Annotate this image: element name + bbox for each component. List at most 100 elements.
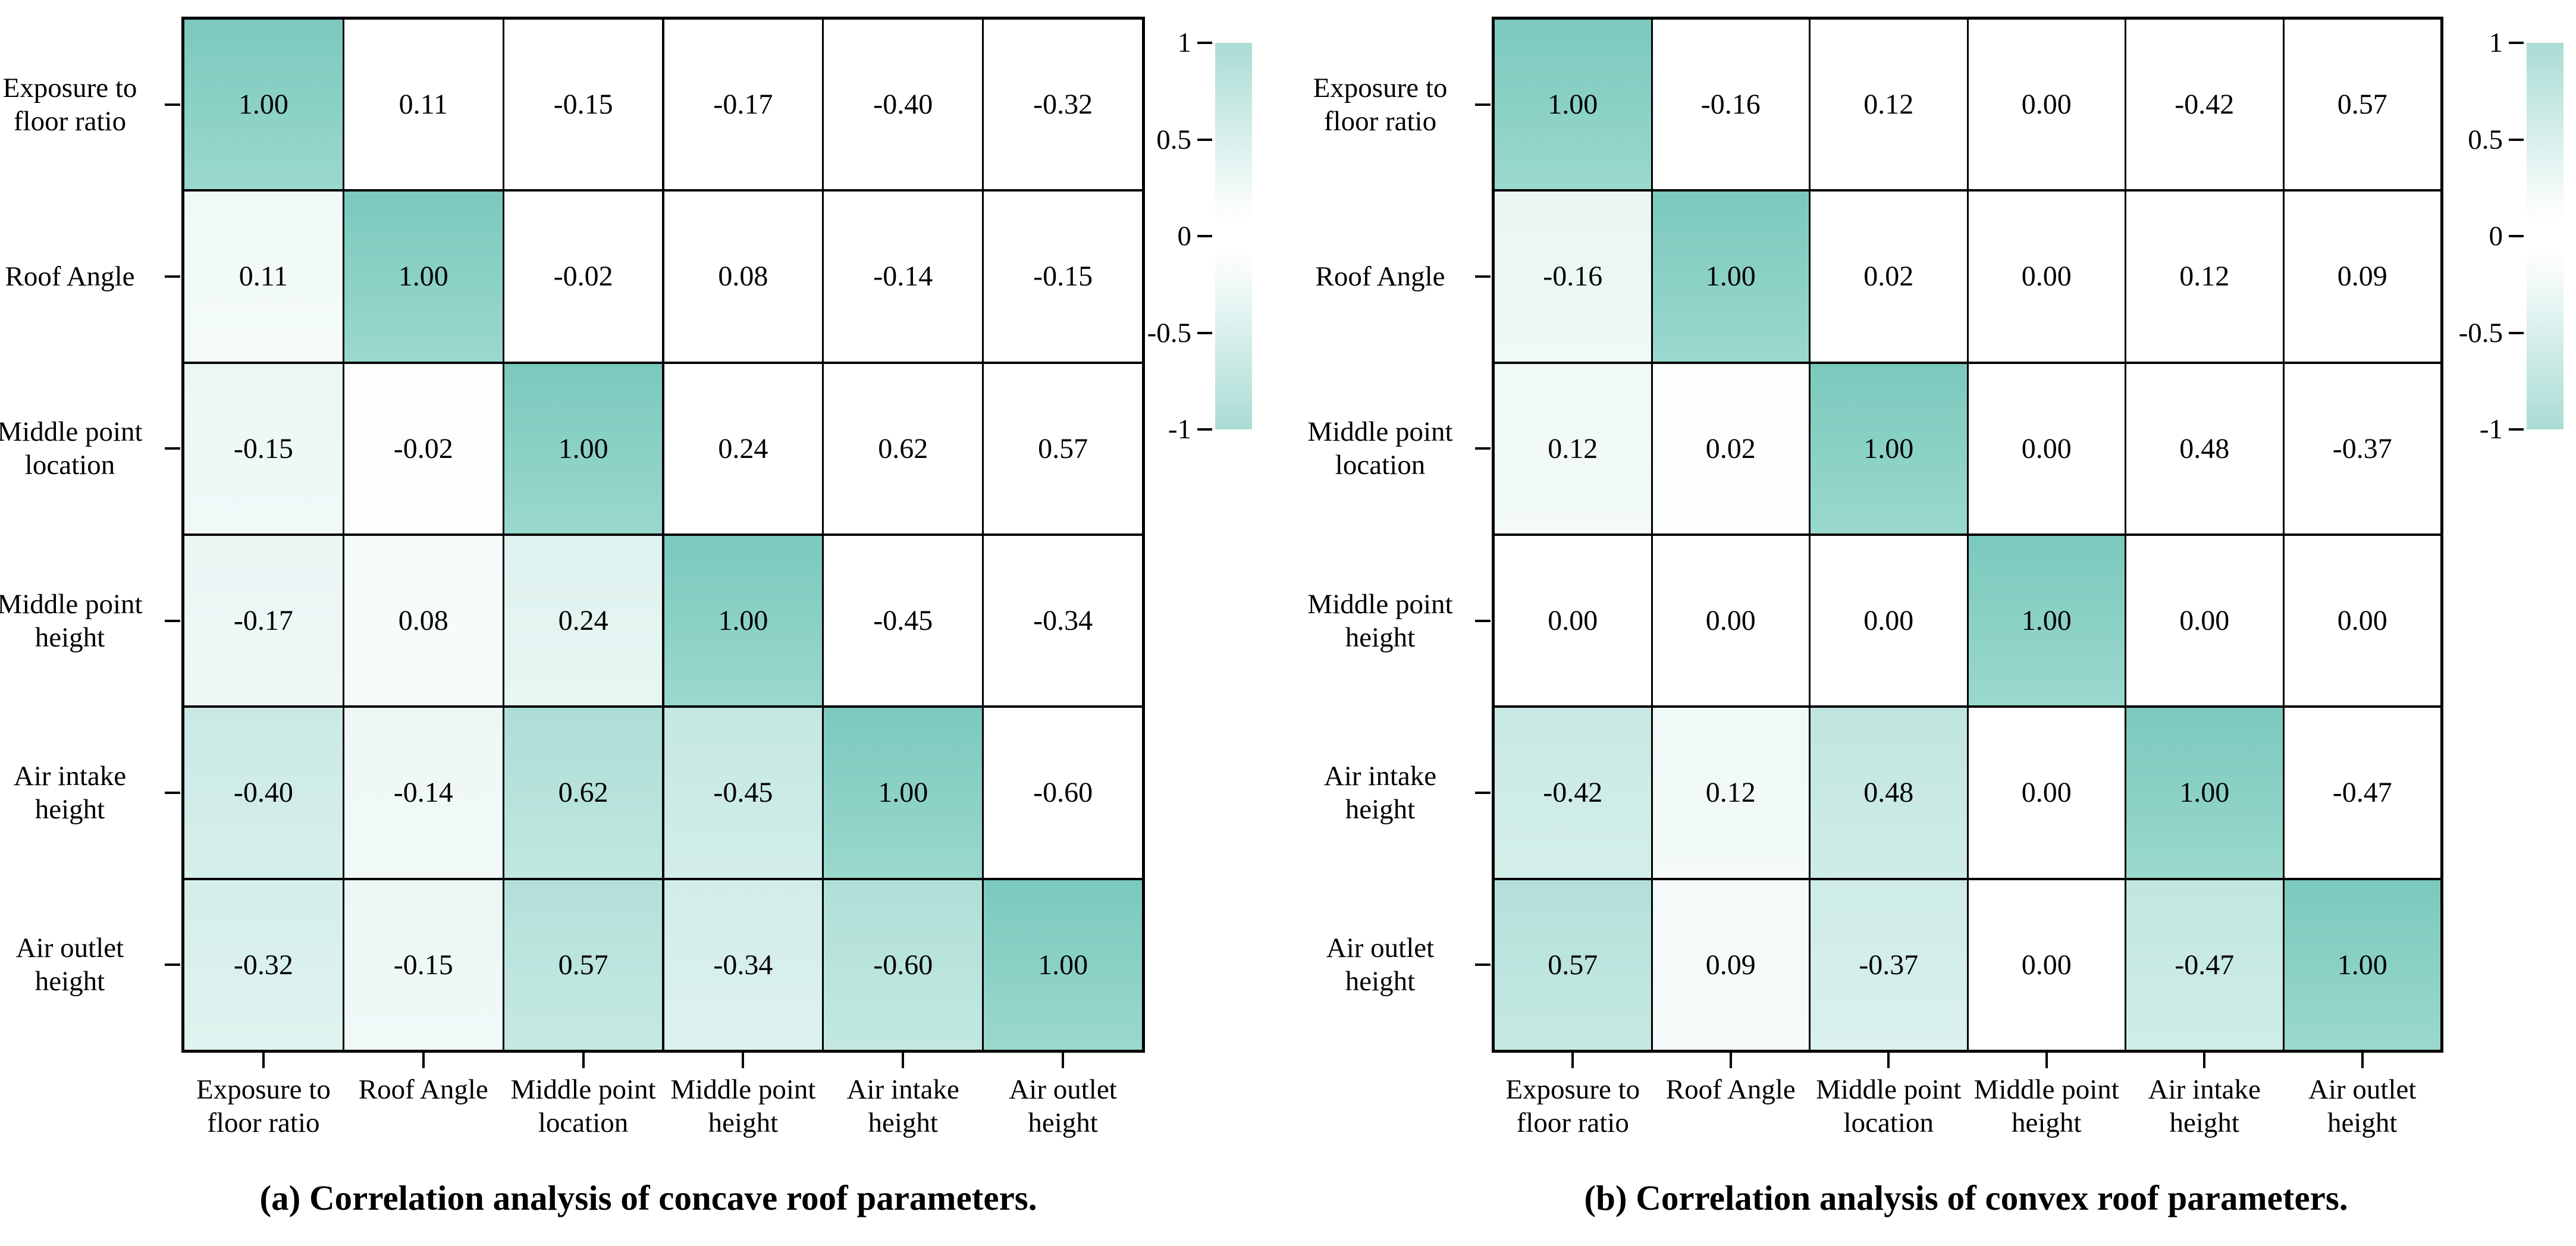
heatmap-cell: -0.32 — [184, 880, 343, 1050]
colorbar-tick — [2509, 331, 2524, 334]
x-axis-tick — [1729, 1053, 1732, 1068]
heatmap-cell: -0.34 — [984, 536, 1142, 706]
heatmap-cell: 0.57 — [984, 363, 1142, 533]
y-axis-tick — [165, 103, 180, 106]
heatmap-cell: -0.15 — [984, 192, 1142, 362]
y-axis-label-text: Air outlet height — [15, 933, 124, 997]
y-axis-label-text: Roof Angle — [1315, 261, 1445, 292]
heatmap-cell: 1.00 — [824, 708, 983, 878]
heatmap-cell: -0.47 — [2126, 880, 2283, 1050]
heatmap-cell: -0.45 — [824, 536, 983, 706]
y-axis-tick — [165, 275, 180, 278]
heatmap-cell: 1.00 — [2284, 880, 2440, 1050]
heatmap-cell: 1.00 — [984, 880, 1142, 1050]
heatmap-cell: 0.57 — [2284, 20, 2440, 190]
y-axis-label: Exposure to floor ratio — [0, 20, 161, 189]
colorbar-tick-label: 0 — [1177, 221, 1192, 252]
colorbar-tick-label: -0.5 — [2458, 317, 2503, 349]
colorbar-tick-label: 1 — [1177, 27, 1192, 58]
heatmap-cell: 1.00 — [664, 536, 823, 706]
x-axis-tick — [1887, 1053, 1890, 1068]
x-axis-label: Middle point location — [1816, 1074, 1962, 1138]
heatmap-cell: 0.12 — [1495, 363, 1651, 533]
colorbar-tick-label: -1 — [1168, 414, 1191, 445]
x-axis-label: Air outlet height — [2308, 1074, 2417, 1138]
heatmap-cell: 1.00 — [2126, 708, 2283, 878]
x-axis-label: Air intake height — [846, 1074, 959, 1138]
y-axis-label: Middle point location — [1289, 364, 1471, 533]
x-axis-tick — [2045, 1053, 2048, 1068]
x-axis-label: Roof Angle — [1665, 1074, 1796, 1105]
heatmap-cell: -0.60 — [984, 708, 1142, 878]
heatmap-cell: -0.37 — [1811, 880, 1967, 1050]
heatmap-cell: 0.62 — [504, 708, 663, 878]
heatmap-cell: -0.14 — [824, 192, 983, 362]
y-axis-label: Middle point height — [1289, 536, 1471, 705]
x-axis-tick — [742, 1053, 745, 1068]
colorbar — [2527, 43, 2564, 429]
heatmap-cell: 0.48 — [1811, 708, 1967, 878]
x-axis-label: Roof Angle — [358, 1074, 488, 1105]
heatmap-cell: 1.00 — [1968, 536, 2125, 706]
heatmap-cell: -0.40 — [824, 20, 983, 190]
x-axis-label: Air outlet height — [1009, 1074, 1117, 1138]
x-axis-label: Middle point height — [670, 1074, 816, 1138]
y-axis-label-text: Exposure to floor ratio — [2, 72, 137, 137]
heatmap-cell: -0.47 — [2284, 708, 2440, 878]
heatmap-cell: 0.11 — [344, 20, 503, 190]
heatmap-cell: 0.24 — [664, 363, 823, 533]
heatmap-cell: 0.00 — [1495, 536, 1651, 706]
heatmap-cell: 1.00 — [504, 363, 663, 533]
colorbar-tick — [1197, 235, 1212, 237]
x-axis-tick — [262, 1053, 265, 1068]
heatmap-cell: 0.00 — [1968, 20, 2125, 190]
heatmap-cell: -0.02 — [504, 192, 663, 362]
colorbar-tick — [2509, 42, 2524, 44]
y-axis-tick — [1475, 275, 1491, 278]
x-axis-tick — [1571, 1053, 1574, 1068]
x-axis-tick — [582, 1053, 585, 1068]
colorbar-tick-label: 0.5 — [2468, 124, 2503, 155]
heatmap-grid: 1.00 0.11 -0.15 -0.17 -0.40 -0.32 0.11 1.00 -0.0… — [181, 17, 1145, 1053]
caption-a: (a) Correlation analysis of concave roof… — [259, 1178, 1037, 1217]
heatmap-grid: 1.00 -0.16 0.12 0.00 -0.42 0.57 -0.16 1.00 0.02 0… — [1492, 17, 2443, 1053]
heatmap-cell: -0.15 — [344, 880, 503, 1050]
y-axis-tick — [1475, 447, 1491, 450]
x-axis-label: Middle point location — [510, 1074, 656, 1138]
heatmap-cell: -0.32 — [984, 20, 1142, 190]
heatmap-cell: 0.00 — [1968, 708, 2125, 878]
heatmap-cell: 1.00 — [1495, 20, 1651, 190]
heatmap-cell: -0.14 — [344, 708, 503, 878]
y-axis-label: Middle point height — [0, 536, 161, 705]
colorbar-tick — [2509, 138, 2524, 141]
x-axis-label: Middle point height — [1973, 1074, 2119, 1138]
heatmap-cell: 1.00 — [344, 192, 503, 362]
y-axis-label-text: Air intake height — [1323, 760, 1437, 825]
heatmap-cell: -0.17 — [664, 20, 823, 190]
heatmap-cell: -0.37 — [2284, 363, 2440, 533]
y-axis-label-text: Middle point location — [1307, 416, 1453, 481]
y-axis-label-text: Exposure to floor ratio — [1313, 72, 1448, 137]
colorbar-tick — [1197, 42, 1212, 44]
y-axis-label-text: Middle point height — [1307, 588, 1453, 653]
y-axis-label: Roof Angle — [1289, 192, 1471, 361]
y-axis-label: Exposure to floor ratio — [1289, 20, 1471, 189]
heatmap-cell: 0.57 — [1495, 880, 1651, 1050]
y-axis-label: Air outlet height — [1289, 880, 1471, 1050]
heatmap-cell: 0.00 — [1652, 536, 1809, 706]
heatmap-cell: 0.08 — [664, 192, 823, 362]
heatmap-cell: -0.42 — [1495, 708, 1651, 878]
heatmap-cell: 0.48 — [2126, 363, 2283, 533]
heatmap-cell: 0.11 — [184, 192, 343, 362]
y-axis-label-text: Air intake height — [13, 760, 127, 825]
y-axis-label: Middle point location — [0, 364, 161, 533]
heatmap-cell: 1.00 — [1811, 363, 1967, 533]
heatmap-cell: -0.42 — [2126, 20, 2283, 190]
x-axis-tick — [902, 1053, 905, 1068]
heatmap-cell: 0.12 — [2126, 192, 2283, 362]
heatmap-cell: 0.00 — [1968, 363, 2125, 533]
colorbar-tick-label: 0 — [2489, 221, 2503, 252]
heatmap-cell: -0.15 — [504, 20, 663, 190]
y-axis-tick — [1475, 792, 1491, 794]
